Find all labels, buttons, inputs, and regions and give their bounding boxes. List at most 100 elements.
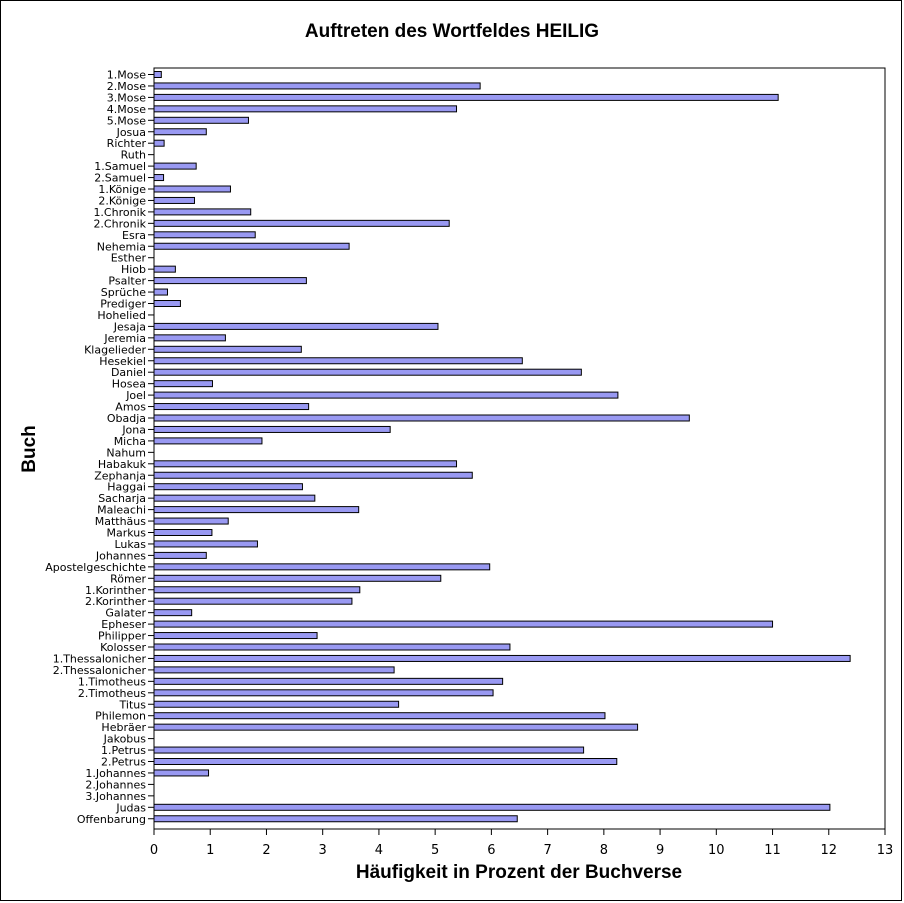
category-label: Daniel [111, 366, 146, 379]
category-label: Amos [115, 401, 146, 414]
bar-36 [153, 483, 303, 491]
category-label: Esra [122, 229, 146, 242]
category-label: Römer [110, 572, 146, 585]
category-label: Josua [116, 126, 146, 139]
category-label: Johannes [95, 549, 146, 562]
bar-52 [153, 666, 395, 674]
bar-11 [153, 196, 195, 204]
category-label: Sprüche [101, 286, 146, 299]
category-label: Jeremia [103, 332, 146, 345]
x-tick-label: 6 [487, 843, 495, 858]
bar-54 [153, 689, 494, 697]
x-tick-label: 8 [600, 843, 608, 858]
category-label: Philipper [98, 630, 147, 643]
category-label: Hosea [112, 378, 146, 391]
category-label: Micha [114, 435, 146, 448]
category-label: Jona [121, 423, 146, 436]
category-label: 4.Mose [107, 103, 146, 116]
y-axis: 1.Mose2.Mose3.Mose4.Mose5.MoseJosuaRicht… [45, 69, 154, 826]
bar-2 [153, 93, 779, 101]
x-tick-label: 12 [820, 843, 837, 858]
bar-32 [153, 437, 263, 445]
bar-25 [153, 357, 523, 365]
x-tick-label: 9 [656, 843, 664, 858]
category-label: 2.Chronik [93, 217, 146, 230]
category-label: Jesaja [113, 320, 146, 333]
category-label: Markus [107, 527, 147, 540]
bar-9 [153, 174, 165, 182]
bar-17 [153, 265, 176, 273]
bar-1 [153, 82, 481, 90]
category-label: 1.Samuel [94, 160, 146, 173]
bar-31 [153, 425, 391, 433]
bar-4 [153, 116, 249, 124]
x-tick-label: 11 [764, 843, 781, 858]
category-label: Kolosser [100, 641, 146, 654]
bar-12 [153, 208, 252, 216]
category-label: 2.Korinther [85, 595, 146, 608]
chart-title: Auftreten des Wortfeldes HEILIG [305, 21, 599, 42]
bar-65 [153, 815, 518, 823]
category-label: 2.Johannes [85, 778, 146, 791]
category-label: Matthäus [95, 515, 147, 528]
category-label: Joel [125, 389, 146, 402]
bar-50 [153, 643, 511, 651]
bar-49 [153, 632, 318, 640]
category-label: Klagelieder [84, 343, 146, 356]
category-label: Richter [107, 137, 147, 150]
category-label: Prediger [100, 298, 146, 311]
category-label: 1.Könige [98, 183, 146, 196]
bar-10 [153, 185, 231, 193]
x-tick-label: 5 [431, 843, 439, 858]
bar-46 [153, 597, 353, 605]
category-label: Judas [115, 801, 146, 814]
x-tick-label: 0 [150, 843, 158, 858]
bar-20 [153, 300, 181, 307]
bar-40 [153, 529, 213, 536]
category-label: 2.Timotheus [78, 687, 146, 700]
bar-39 [153, 517, 229, 525]
bar-47 [153, 609, 193, 617]
category-label: 2.Petrus [101, 756, 146, 769]
bar-3 [153, 105, 458, 113]
category-label: 2.Thessalonicher [53, 664, 147, 677]
category-label: Nahum [106, 446, 146, 459]
bar-0 [153, 71, 162, 78]
bar-15 [153, 242, 350, 250]
plot-area [153, 67, 886, 830]
bar-64 [153, 803, 831, 811]
x-tick-label: 4 [375, 843, 383, 858]
category-label: 1.Korinther [85, 584, 146, 597]
category-label: 2.Samuel [94, 172, 146, 185]
x-tick-label: 1 [206, 843, 214, 858]
category-label: 1.Timotheus [78, 675, 146, 688]
bar-26 [153, 368, 582, 376]
category-label: Galater [105, 607, 146, 620]
bar-22 [153, 322, 439, 330]
bar-27 [153, 380, 213, 388]
bar-53 [153, 677, 504, 685]
category-label: 5.Mose [107, 114, 146, 127]
bar-57 [153, 723, 639, 731]
bar-38 [153, 506, 360, 514]
category-label: Hohelied [97, 309, 146, 322]
bar-56 [153, 712, 606, 720]
bar-14 [153, 231, 256, 239]
category-label: 3.Johannes [85, 790, 146, 803]
category-label: Epheser [101, 618, 146, 631]
bar-61 [153, 769, 210, 777]
bar-29 [153, 403, 310, 411]
bar-34 [153, 460, 458, 468]
bars [153, 71, 851, 823]
category-label: Lukas [114, 538, 146, 551]
category-label: Maleachi [97, 504, 146, 517]
bar-5 [153, 128, 207, 136]
category-label: Offenbarung [77, 813, 146, 826]
bar-13 [153, 219, 450, 227]
bar-51 [153, 654, 851, 662]
bar-55 [153, 700, 400, 708]
bar-6 [153, 139, 165, 147]
bar-59 [153, 746, 585, 754]
